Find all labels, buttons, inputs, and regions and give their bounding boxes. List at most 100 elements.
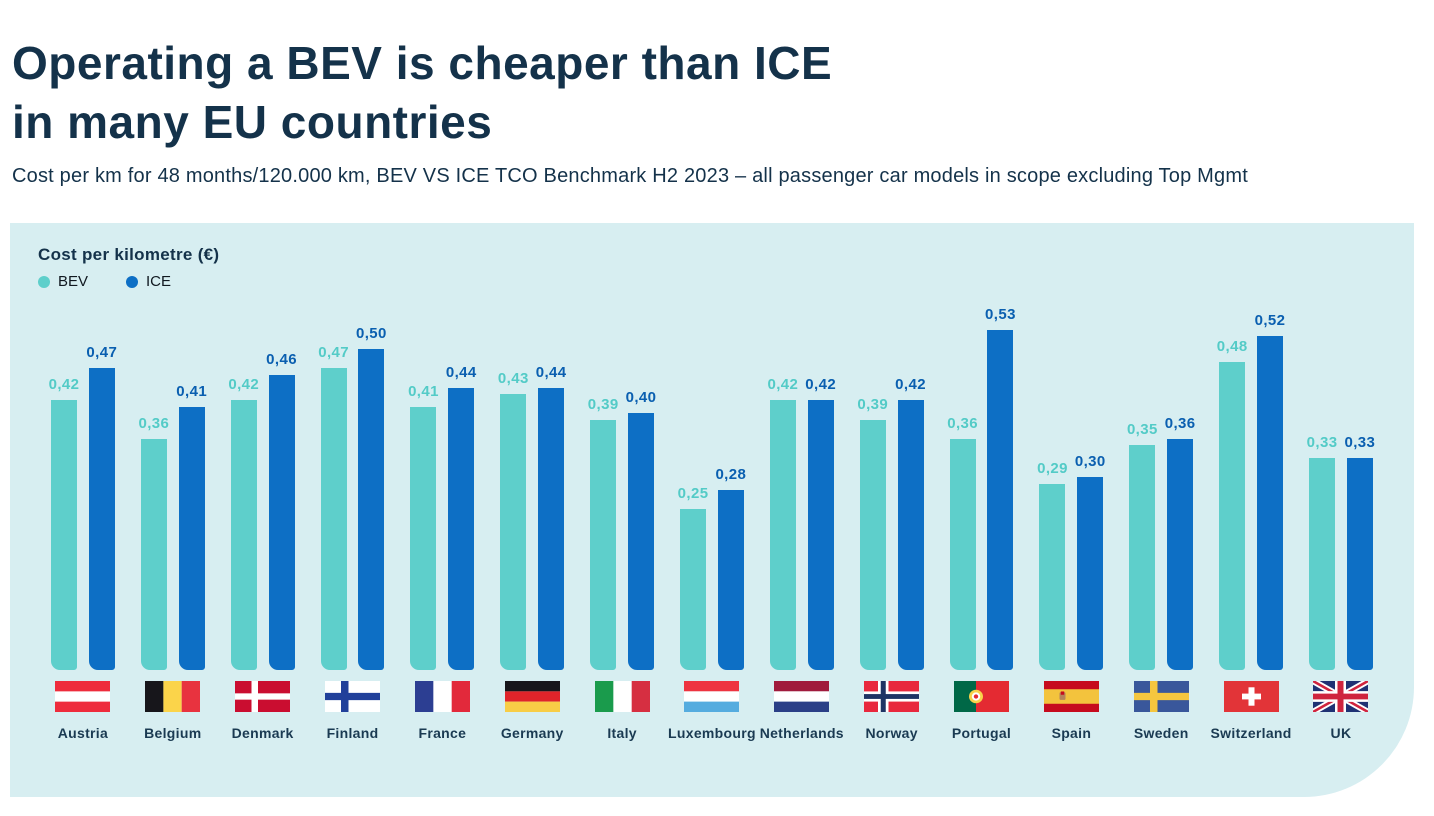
portugal-flag-icon	[954, 681, 1010, 712]
denmark-flag-icon	[235, 681, 291, 712]
bar-group: 0,33 0,33	[1307, 302, 1376, 670]
country-label: Belgium	[144, 725, 202, 741]
ice-legend-dot-icon	[126, 275, 139, 288]
ice-bar	[627, 413, 654, 670]
ice-bar	[88, 368, 115, 670]
header: Operating a BEV is cheaper than ICE in ma…	[0, 0, 1434, 188]
ice-bar-wrap: 0,46	[266, 351, 297, 670]
ice-value-label: 0,30	[1074, 453, 1106, 470]
chart-legend: BEV ICE	[38, 273, 1386, 290]
spain-flag-icon	[1043, 681, 1099, 712]
ice-bar	[717, 490, 744, 670]
luxembourg-flag-icon	[684, 681, 740, 712]
bev-bar-wrap: 0,39	[857, 396, 888, 670]
ice-bar-wrap: 0,53	[985, 306, 1016, 670]
ice-value-label: 0,53	[985, 306, 1016, 323]
ice-bar	[807, 400, 834, 670]
finland-flag-icon	[325, 681, 380, 712]
ice-bar	[178, 407, 205, 670]
ice-bar	[538, 388, 565, 670]
bev-bar	[1309, 458, 1336, 670]
country-label: Germany	[500, 725, 564, 741]
bar-group: 0,39 0,42	[857, 302, 926, 670]
bev-value-label: 0,35	[1126, 421, 1158, 438]
ice-bar	[448, 388, 475, 670]
bar-group: 0,42 0,47	[49, 302, 118, 670]
country-column: 0,36 0,53 Portugal	[937, 302, 1027, 741]
country-column: 0,42 0,46 Denmark	[218, 302, 308, 741]
legend-item-ice: ICE	[126, 273, 171, 290]
chart-panel: Cost per kilometre (€) BEV ICE 0,42 0,47 A…	[10, 223, 1414, 797]
bev-value-label: 0,36	[138, 415, 170, 432]
country-column: 0,48 0,52 Switzerland	[1206, 302, 1296, 741]
norway-flag-icon	[864, 681, 920, 712]
ice-bar	[358, 349, 385, 670]
legend-label-ice: ICE	[146, 273, 172, 290]
bev-value-label: 0,43	[497, 370, 529, 387]
page-subtitle: Cost per km for 48 months/120.000 km, BE…	[12, 165, 1248, 187]
bev-value-label: 0,48	[1216, 338, 1248, 355]
bev-value-label: 0,42	[48, 376, 80, 393]
bev-value-label: 0,25	[677, 485, 709, 502]
page-title-line2: in many EU countries	[12, 96, 493, 148]
bar-group: 0,42 0,46	[228, 302, 297, 670]
bev-bar	[140, 439, 167, 670]
bev-value-label: 0,42	[767, 376, 799, 393]
bev-value-label: 0,42	[228, 376, 260, 393]
country-column: 0,42 0,42 Netherlands	[757, 302, 847, 741]
bev-value-label: 0,36	[947, 415, 979, 432]
bev-bar-wrap: 0,36	[138, 415, 169, 670]
france-flag-icon	[414, 681, 470, 712]
bar-group: 0,47 0,50	[318, 302, 387, 670]
ice-bar-wrap: 0,41	[176, 383, 207, 670]
country-column: 0,39 0,42 Norway	[847, 302, 937, 741]
ice-value-label: 0,50	[356, 325, 387, 342]
belgium-flag-icon	[145, 681, 201, 712]
bev-bar	[320, 368, 347, 670]
bar-group: 0,29 0,30	[1037, 302, 1106, 670]
country-column: 0,43 0,44 Germany	[487, 302, 577, 741]
bar-group: 0,35 0,36	[1127, 302, 1196, 670]
bar-group: 0,42 0,42	[768, 302, 837, 670]
italy-flag-icon	[594, 681, 650, 712]
ice-value-label: 0,52	[1254, 312, 1286, 329]
ice-value-label: 0,41	[176, 383, 208, 400]
country-column: 0,39 0,40 Italy	[577, 302, 667, 741]
country-column: 0,35 0,36 Sweden	[1116, 302, 1206, 741]
bev-bar-wrap: 0,48	[1217, 338, 1248, 670]
bev-bar	[590, 420, 617, 670]
bar-group: 0,48 0,52	[1217, 302, 1286, 670]
bev-bar-wrap: 0,42	[49, 376, 80, 670]
ice-bar-wrap: 0,28	[715, 466, 746, 670]
bev-value-label: 0,39	[587, 396, 619, 413]
country-label: Denmark	[231, 725, 294, 741]
ice-value-label: 0,33	[1344, 434, 1376, 451]
bev-bar	[949, 439, 976, 670]
ice-value-label: 0,44	[445, 364, 477, 381]
ice-bar	[897, 400, 924, 670]
ice-bar-wrap: 0,33	[1344, 434, 1375, 670]
bev-bar-wrap: 0,33	[1307, 434, 1338, 670]
country-label: Netherlands	[759, 725, 844, 741]
ice-bar-wrap: 0,30	[1075, 453, 1106, 670]
bev-bar	[230, 400, 257, 670]
bev-bar-wrap: 0,36	[947, 415, 978, 670]
ice-value-label: 0,42	[895, 376, 926, 393]
bev-bar-wrap: 0,42	[768, 376, 799, 670]
ice-value-label: 0,42	[805, 376, 837, 393]
country-column: 0,42 0,47 Austria	[38, 302, 128, 741]
page-title: Operating a BEV is cheaper than ICE in ma…	[12, 34, 1422, 152]
country-label: Norway	[865, 725, 918, 741]
bev-value-label: 0,29	[1037, 460, 1068, 477]
country-label: Luxembourg	[668, 725, 756, 741]
ice-value-label: 0,28	[715, 466, 747, 483]
ice-bar-wrap: 0,44	[536, 364, 567, 670]
austria-flag-icon	[55, 681, 111, 712]
germany-flag-icon	[504, 681, 560, 712]
country-column: 0,33 0,33 UK	[1296, 302, 1386, 741]
bev-bar-wrap: 0,42	[228, 376, 259, 670]
bev-bar	[51, 400, 78, 670]
bar-group: 0,39 0,40	[588, 302, 657, 670]
bev-bar-wrap: 0,29	[1037, 460, 1068, 670]
ice-bar	[1167, 439, 1194, 670]
